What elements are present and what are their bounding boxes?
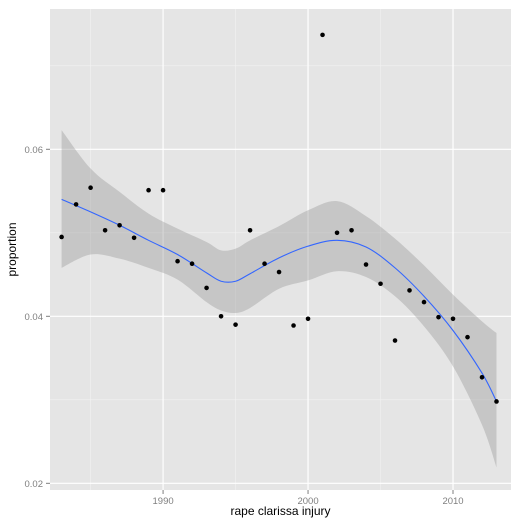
- data-point: [465, 334, 470, 340]
- data-point: [479, 374, 485, 380]
- data-point: [305, 316, 311, 322]
- data-point: [363, 262, 369, 267]
- x-axis-ticks: 1990 2000 2010: [153, 490, 464, 507]
- data-point: [421, 299, 427, 305]
- panel-background: [50, 9, 511, 490]
- data-point: [262, 261, 267, 266]
- confidence-band: [61, 130, 497, 468]
- data-point: [73, 202, 79, 207]
- data-point: [436, 314, 441, 320]
- data-point: [189, 261, 195, 266]
- data-point: [378, 281, 383, 287]
- data-point: [450, 316, 456, 322]
- major-grid: [50, 9, 511, 490]
- smooth-trend-line: [61, 198, 497, 402]
- y-tick-label: 0.06: [25, 145, 44, 156]
- x-axis-title: rape clarissa injury: [230, 504, 330, 518]
- data-point: [218, 314, 224, 319]
- data-point: [160, 187, 166, 193]
- data-point: [117, 222, 122, 228]
- data-point: [131, 235, 137, 241]
- y-tick-label: 0.04: [25, 312, 44, 323]
- data-point: [334, 230, 340, 236]
- data-point: [320, 32, 325, 38]
- data-point: [407, 288, 412, 293]
- data-points: [59, 32, 499, 404]
- data-point: [247, 227, 253, 233]
- y-axis-title: proportion: [5, 222, 19, 276]
- data-point: [146, 187, 151, 193]
- data-point: [349, 227, 354, 233]
- data-point: [59, 234, 64, 240]
- data-point: [291, 323, 296, 328]
- smooth-line-layer: [61, 198, 497, 402]
- data-point: [233, 322, 238, 327]
- data-point: [175, 258, 180, 264]
- data-point: [102, 227, 108, 233]
- data-point: [204, 285, 209, 291]
- y-tick-label: 0.02: [25, 479, 44, 490]
- x-tick-label: 2010: [442, 496, 463, 507]
- x-tick-label: 2000: [297, 496, 318, 507]
- data-point: [494, 399, 499, 404]
- y-axis-ticks: 0.02 0.04 0.06: [25, 145, 50, 490]
- data-point: [276, 269, 282, 275]
- confidence-band-layer: [61, 130, 497, 468]
- x-tick-label: 1990: [153, 496, 174, 507]
- data-point: [392, 338, 398, 343]
- minor-grid: [50, 9, 511, 490]
- data-point: [88, 185, 93, 191]
